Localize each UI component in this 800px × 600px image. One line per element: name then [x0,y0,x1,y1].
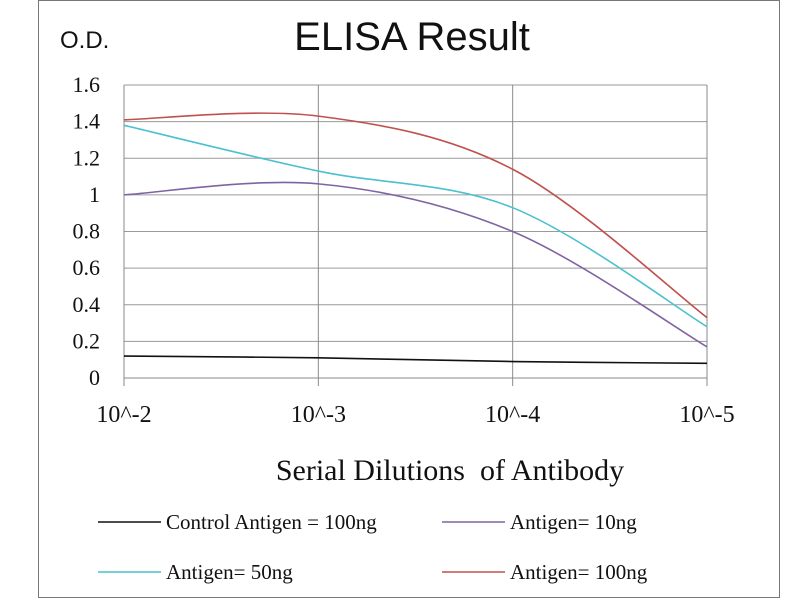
chart-title: ELISA Result [294,15,530,59]
x-tick-label: 10^-4 [485,402,540,428]
legend-label: Antigen= 10ng [510,510,637,534]
y-tick-label: 0.8 [73,219,101,244]
y-tick-label: 0.6 [73,255,101,280]
x-tick-labels: 10^-2 10^-3 10^-4 10^-5 [96,402,734,428]
y-tick-label: 1.6 [73,72,101,97]
legend-label: Control Antigen = 100ng [166,510,377,534]
legend-label: Antigen= 50ng [166,560,293,584]
y-tick-label: 1.4 [73,109,101,134]
x-tick-label: 10^-5 [679,402,734,428]
plot-grid [123,84,708,386]
legend-label: Antigen= 100ng [510,560,648,584]
series-line-2 [123,124,708,328]
y-tick-label: 1.2 [73,145,101,170]
series-lines [123,112,708,365]
y-tick-label: 0 [89,365,100,390]
x-axis-label: Serial Dilutions of Antibody [276,454,624,487]
y-axis-label: O.D. [60,27,109,54]
y-tick-labels: 0 0.2 0.4 0.6 0.8 1 1.2 1.4 1.6 [73,72,101,390]
x-tick-label: 10^-3 [291,402,346,428]
series-line-0 [123,355,708,365]
series-line-3 [123,112,708,319]
y-tick-label: 0.2 [73,328,101,353]
x-tick-label: 10^-2 [96,402,151,428]
chart-frame [38,0,780,598]
y-tick-label: 0.4 [73,292,101,317]
legend: Control Antigen = 100ng Antigen= 10ng Anti… [98,510,648,584]
y-tick-label: 1 [89,182,100,207]
series-line-1 [123,181,708,348]
